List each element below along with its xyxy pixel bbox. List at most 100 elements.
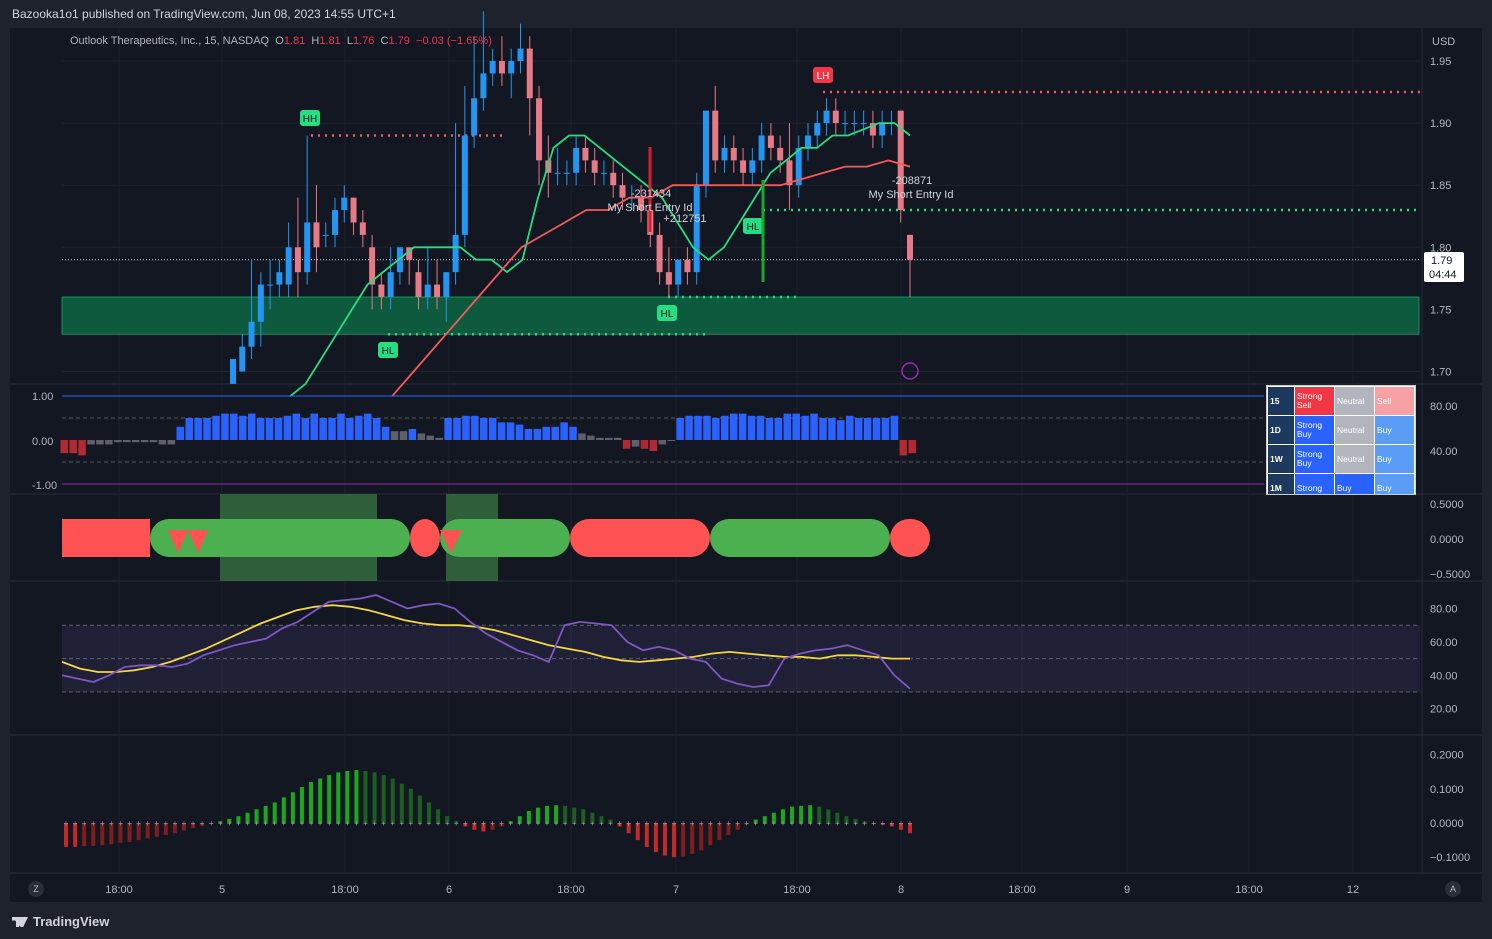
hist-zero-cross: + (64, 819, 69, 828)
candle-body (424, 284, 431, 297)
hist-bar (844, 816, 849, 823)
candle-body (341, 197, 348, 211)
hist-zero-cross: + (717, 819, 722, 828)
candle-body (832, 110, 839, 124)
sell-signal-icon (440, 530, 462, 553)
osc-bar (462, 415, 470, 440)
hist-zero-cross: + (291, 819, 296, 828)
hist-zero-cross: + (617, 819, 622, 828)
alert-icon (901, 362, 919, 380)
x-tick-label: 5 (219, 884, 225, 896)
y-tick-label: 1.70 (1430, 367, 1451, 379)
osc-bar (560, 422, 568, 440)
band-y-tick-label: 0.5000 (1430, 499, 1464, 511)
rsi-y-tick-label: 20.00 (1430, 704, 1458, 716)
hist-zero-cross: + (136, 819, 141, 828)
candle-body (526, 48, 533, 99)
hist-zero-cross: + (581, 819, 586, 828)
hist-bar (753, 819, 758, 823)
hist-bar (454, 821, 459, 823)
osc-bar (301, 418, 310, 440)
osc-bar (283, 415, 292, 440)
timezone-button[interactable]: Z (28, 881, 44, 897)
hist-zero-cross: + (409, 819, 414, 828)
hist-bar (427, 802, 432, 823)
candle-body (471, 98, 478, 136)
auto-scale-button[interactable]: A (1445, 881, 1461, 897)
osc-bar (363, 413, 372, 440)
hist-zero-cross: + (82, 819, 87, 828)
hist-bar (499, 823, 504, 827)
candle-body (740, 160, 747, 173)
x-tick-label: 18:00 (1008, 884, 1036, 896)
hist-bar (535, 807, 540, 823)
hist-zero-cross: + (635, 819, 640, 828)
hist-zero-cross: + (227, 819, 232, 828)
candle-body (415, 272, 422, 297)
x-tick-label: 7 (673, 884, 679, 896)
hist-zero-cross: + (844, 819, 849, 828)
lh-marker: LH (817, 71, 830, 82)
osc-bar (899, 440, 908, 456)
x-tick-label: 18:00 (1235, 884, 1263, 896)
candle-body (879, 123, 886, 136)
hist-bar (880, 823, 885, 825)
hist-bar (390, 778, 395, 823)
hist-zero-cross: + (109, 819, 114, 828)
osc-bar (685, 415, 693, 440)
hist-bar (626, 823, 631, 834)
osc-bar (453, 418, 461, 440)
x-tick-label: 18:00 (557, 884, 585, 896)
hist-bar (790, 806, 795, 823)
hist-zero-cross: + (690, 819, 695, 828)
osc-bar (265, 418, 274, 440)
osc-bar (613, 437, 622, 440)
hist-zero-cross: + (572, 819, 577, 828)
hist-zero-cross: + (254, 819, 259, 828)
hist-bar (635, 823, 640, 841)
legend-low: 1.76 (352, 35, 375, 47)
osc-right-tick-label: 40.00 (1430, 446, 1458, 458)
hist-bar (254, 809, 259, 823)
hist-zero-cross: + (781, 819, 786, 828)
hist-zero-cross: + (744, 819, 749, 828)
hist-zero-cross: + (127, 819, 132, 828)
symbol-legend: Outlook Therapeutics, Inc., 15, NASDAQ O… (70, 35, 492, 47)
hist-zero-cross: + (899, 819, 904, 828)
tradingview-logo-icon (12, 917, 28, 927)
hist-zero-cross: + (73, 819, 78, 828)
hist-zero-cross: + (644, 819, 649, 828)
osc-bar (60, 440, 68, 454)
y-tick-label: 1.80 (1430, 242, 1451, 254)
band-y-tick-label: −0.5000 (1430, 569, 1470, 581)
osc-bar (140, 440, 149, 443)
hist-bar (563, 805, 568, 823)
hist-bar (771, 812, 776, 823)
legend-close: 1.79 (388, 35, 410, 47)
legend-high: 1.81 (319, 35, 341, 47)
osc-bar (372, 418, 381, 440)
osc-bar (497, 422, 506, 440)
osc-bar (721, 415, 729, 440)
osc-bar (524, 429, 533, 440)
hist-zero-cross: + (536, 819, 541, 828)
osc-bar (247, 413, 256, 440)
candle-body (350, 197, 357, 223)
candle-body (869, 123, 876, 136)
hist-bar (554, 805, 559, 823)
hist-bar (599, 816, 604, 823)
hist-y-tick-label: 0.0000 (1430, 818, 1464, 830)
hist-bar (172, 823, 177, 834)
hist-zero-cross: + (354, 819, 359, 828)
hist-bar (463, 823, 468, 827)
hist-zero-cross: + (100, 819, 105, 828)
hist-zero-cross: + (418, 819, 423, 828)
chart-area[interactable] (10, 28, 1482, 902)
candle-body (387, 272, 394, 297)
candle-body (304, 222, 311, 273)
hist-bar (109, 823, 114, 845)
y-tick-label: 1.75 (1430, 304, 1451, 316)
hist-bar (817, 806, 822, 823)
hist-bar (227, 818, 232, 823)
